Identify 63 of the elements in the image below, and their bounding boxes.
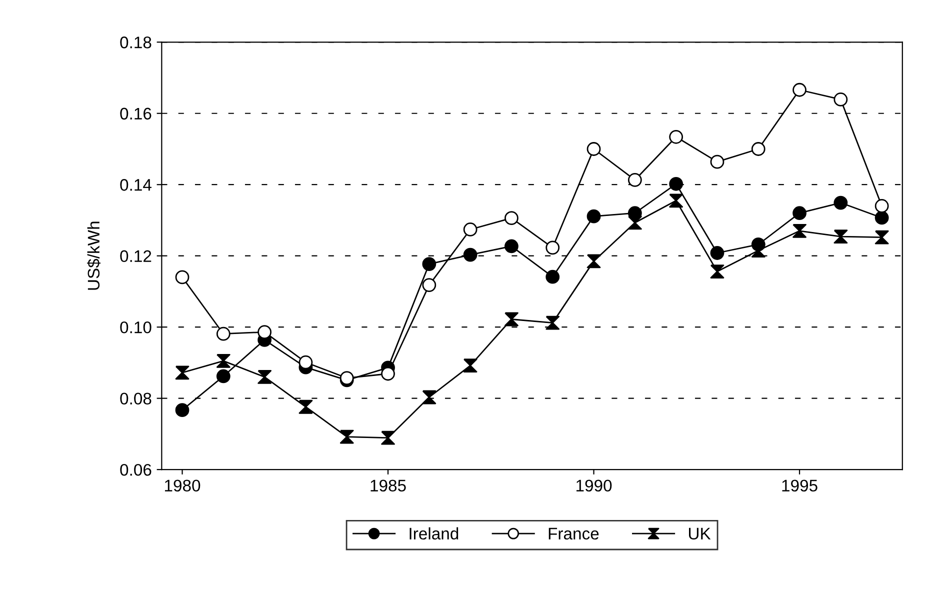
point <box>340 430 354 444</box>
point <box>381 366 395 381</box>
point <box>546 316 560 330</box>
point <box>874 230 889 244</box>
point <box>298 400 313 414</box>
point <box>834 196 848 210</box>
y-tick-label: 0.18 <box>120 36 152 48</box>
point <box>175 403 190 418</box>
point <box>298 355 313 370</box>
point <box>504 211 518 226</box>
point <box>381 430 395 445</box>
point <box>792 82 806 97</box>
point <box>546 270 560 284</box>
point <box>710 246 724 260</box>
point <box>258 370 272 384</box>
point <box>504 312 518 326</box>
point <box>422 278 436 292</box>
legend-label: UK <box>688 528 711 540</box>
point <box>751 142 766 156</box>
point <box>258 325 272 340</box>
point <box>463 222 478 236</box>
legend-label: France <box>548 528 599 540</box>
point <box>628 173 642 187</box>
point <box>751 244 766 258</box>
y-tick-label: 0.06 <box>120 464 152 476</box>
legend-label: Ireland <box>410 527 458 540</box>
point <box>874 199 889 213</box>
point <box>669 130 684 144</box>
y-tick-label: 0.10 <box>120 321 152 334</box>
point <box>874 210 889 225</box>
y-tick-label: 0.16 <box>120 108 152 120</box>
point <box>175 270 190 284</box>
point <box>216 354 230 368</box>
y-tick-label: 0.14 <box>120 179 152 191</box>
x-tick-label: 1995 <box>782 480 818 492</box>
point <box>340 371 354 385</box>
x-tick-label: 1985 <box>370 480 406 492</box>
point <box>710 264 724 278</box>
point <box>216 369 230 384</box>
point <box>792 206 806 220</box>
x-tick-label: 1980 <box>164 480 200 492</box>
point <box>216 326 230 341</box>
point <box>792 224 806 238</box>
point <box>669 194 684 208</box>
y-axis-title: US$/kWh <box>87 222 101 290</box>
x-tick-label: 1990 <box>576 480 612 492</box>
point <box>504 239 518 254</box>
point <box>834 92 848 106</box>
point <box>463 358 478 372</box>
point <box>586 142 601 156</box>
point <box>710 154 724 169</box>
point <box>463 248 478 262</box>
point <box>175 366 190 380</box>
y-tick-label: 0.12 <box>120 250 152 262</box>
point <box>834 230 848 244</box>
point <box>422 257 436 271</box>
y-tick-label: 0.08 <box>120 392 152 405</box>
point <box>586 254 601 268</box>
point <box>669 176 684 191</box>
point <box>422 390 436 404</box>
point <box>628 216 642 230</box>
point <box>546 240 560 255</box>
point <box>586 209 601 224</box>
